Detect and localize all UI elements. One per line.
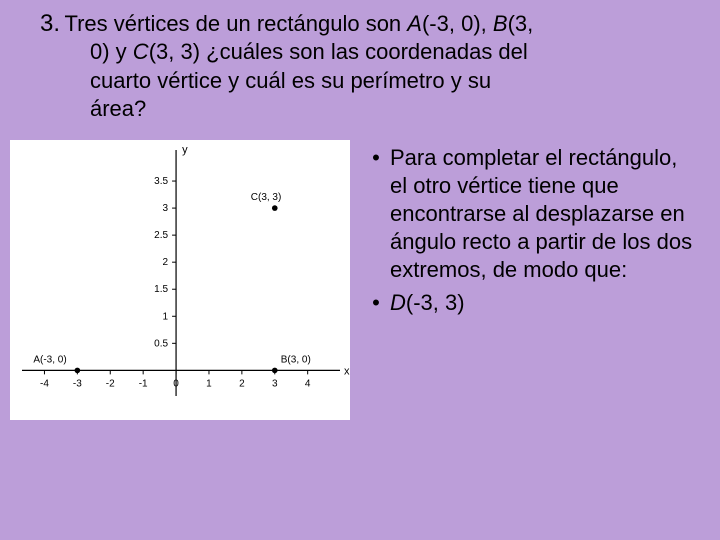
coordinate-chart: -4 -3 -2 -1 0 1 2 3 4 0.5 1 1.5 2 2.5 3 3.5 x y A(-3, 0) B(… [10,140,350,420]
bullet-icon: • [362,144,390,285]
svg-text:C(3, 3): C(3, 3) [251,192,282,203]
svg-text:B(3, 0): B(3, 0) [281,354,311,365]
question-line-2: 0) y C(3, 3) ¿cuáles son las coordenadas… [90,38,690,67]
svg-text:2.5: 2.5 [154,230,168,241]
vertex-A: A [407,11,422,36]
chart-svg: -4 -3 -2 -1 0 1 2 3 4 0.5 1 1.5 2 2.5 3 3.5 x y A(-3, 0) B(… [10,140,350,420]
question-line-4: área? [90,95,690,124]
vertex-D: D [390,290,406,315]
question-block: 3. Tres vértices de un rectángulo son A(… [0,0,720,132]
svg-text:3.5: 3.5 [154,176,168,187]
svg-text:2: 2 [239,378,245,389]
svg-text:4: 4 [305,378,311,389]
svg-text:-1: -1 [139,378,148,389]
svg-text:-4: -4 [40,378,49,389]
content-row: -4 -3 -2 -1 0 1 2 3 4 0.5 1 1.5 2 2.5 3 3.5 x y A(-3, 0) B(… [0,132,720,420]
svg-text:-2: -2 [106,378,115,389]
answer-bullet-1: • Para completar el rectángulo, el otro … [362,144,700,285]
svg-text:1: 1 [163,311,169,322]
question-line-3: cuarto vértice y cuál es su perímetro y … [90,67,690,96]
question-number: 3. [40,10,60,37]
svg-text:3: 3 [163,203,169,214]
vertex-C-coords: (3, 3) ¿cuáles son las coordenadas del [149,39,528,64]
svg-text:0: 0 [173,378,179,389]
svg-text:1.5: 1.5 [154,284,168,295]
q-text-1a: Tres vértices de un rectángulo son [64,11,407,36]
svg-text:1: 1 [206,378,212,389]
svg-text:2: 2 [163,257,169,268]
vertex-B-coords: (3, [508,11,534,36]
svg-text:x: x [344,365,350,377]
vertex-C: C [133,39,149,64]
answer-block: • Para completar el rectángulo, el otro … [362,140,700,420]
vertex-D-coords: (-3, 3) [406,290,465,315]
q-text-2a: 0) y [90,39,133,64]
svg-text:y: y [182,144,188,156]
answer-text-2: D(-3, 3) [390,289,700,317]
svg-text:3: 3 [272,378,278,389]
vertex-B: B [493,11,508,36]
svg-text:0.5: 0.5 [154,338,168,349]
answer-bullet-2: • D(-3, 3) [362,289,700,317]
svg-text:A(-3, 0): A(-3, 0) [33,354,66,365]
svg-text:-3: -3 [73,378,82,389]
vertex-A-coords: (-3, 0), [422,11,493,36]
answer-text-1: Para completar el rectángulo, el otro vé… [390,144,700,285]
bullet-icon: • [362,289,390,317]
question-line-1: 3. Tres vértices de un rectángulo son A(… [40,10,690,38]
